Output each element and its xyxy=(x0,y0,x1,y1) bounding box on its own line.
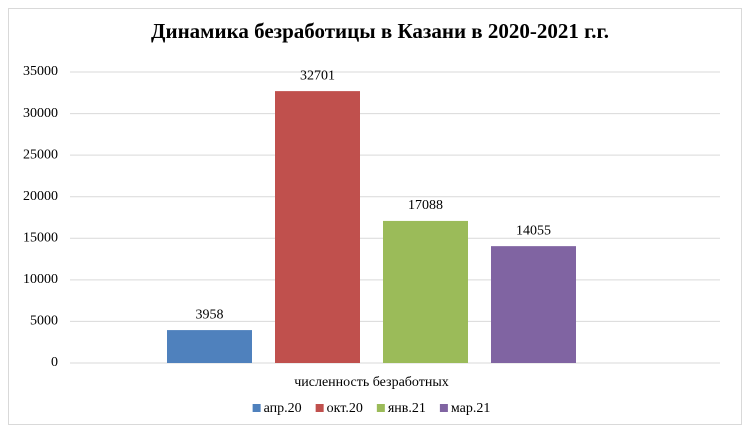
y-tick-label: 10000 xyxy=(23,272,58,287)
y-tick-label: 25000 xyxy=(23,147,58,162)
legend-swatch xyxy=(315,404,324,412)
bar xyxy=(275,91,360,364)
bar xyxy=(167,330,252,363)
y-tick-label: 30000 xyxy=(23,106,58,121)
bar xyxy=(491,246,576,363)
legend-swatch xyxy=(439,404,448,412)
legend-label: апр.20 xyxy=(264,401,302,416)
y-tick-label: 0 xyxy=(51,355,58,370)
legend-swatch xyxy=(252,404,261,412)
legend-label: окт.20 xyxy=(327,401,363,416)
legend-swatch xyxy=(376,404,385,412)
x-tick-label: численность безработных xyxy=(294,375,449,390)
y-tick-label: 35000 xyxy=(23,64,58,79)
legend-label: янв.21 xyxy=(388,401,426,416)
y-tick-label: 5000 xyxy=(30,314,58,329)
chart-title: Динамика безработицы в Казани в 2020-202… xyxy=(151,19,609,43)
legend-label: мар.21 xyxy=(451,401,490,416)
legend: апр.20 окт.20 янв.21 мар.21 xyxy=(252,401,490,416)
data-label: 14055 xyxy=(516,223,551,238)
y-tick-label: 15000 xyxy=(23,231,58,246)
data-label: 32701 xyxy=(300,68,335,83)
bar xyxy=(383,220,468,363)
data-label: 17088 xyxy=(408,198,443,213)
chart-frame xyxy=(8,8,742,425)
y-tick-label: 20000 xyxy=(23,189,58,204)
data-label: 3958 xyxy=(196,307,224,322)
